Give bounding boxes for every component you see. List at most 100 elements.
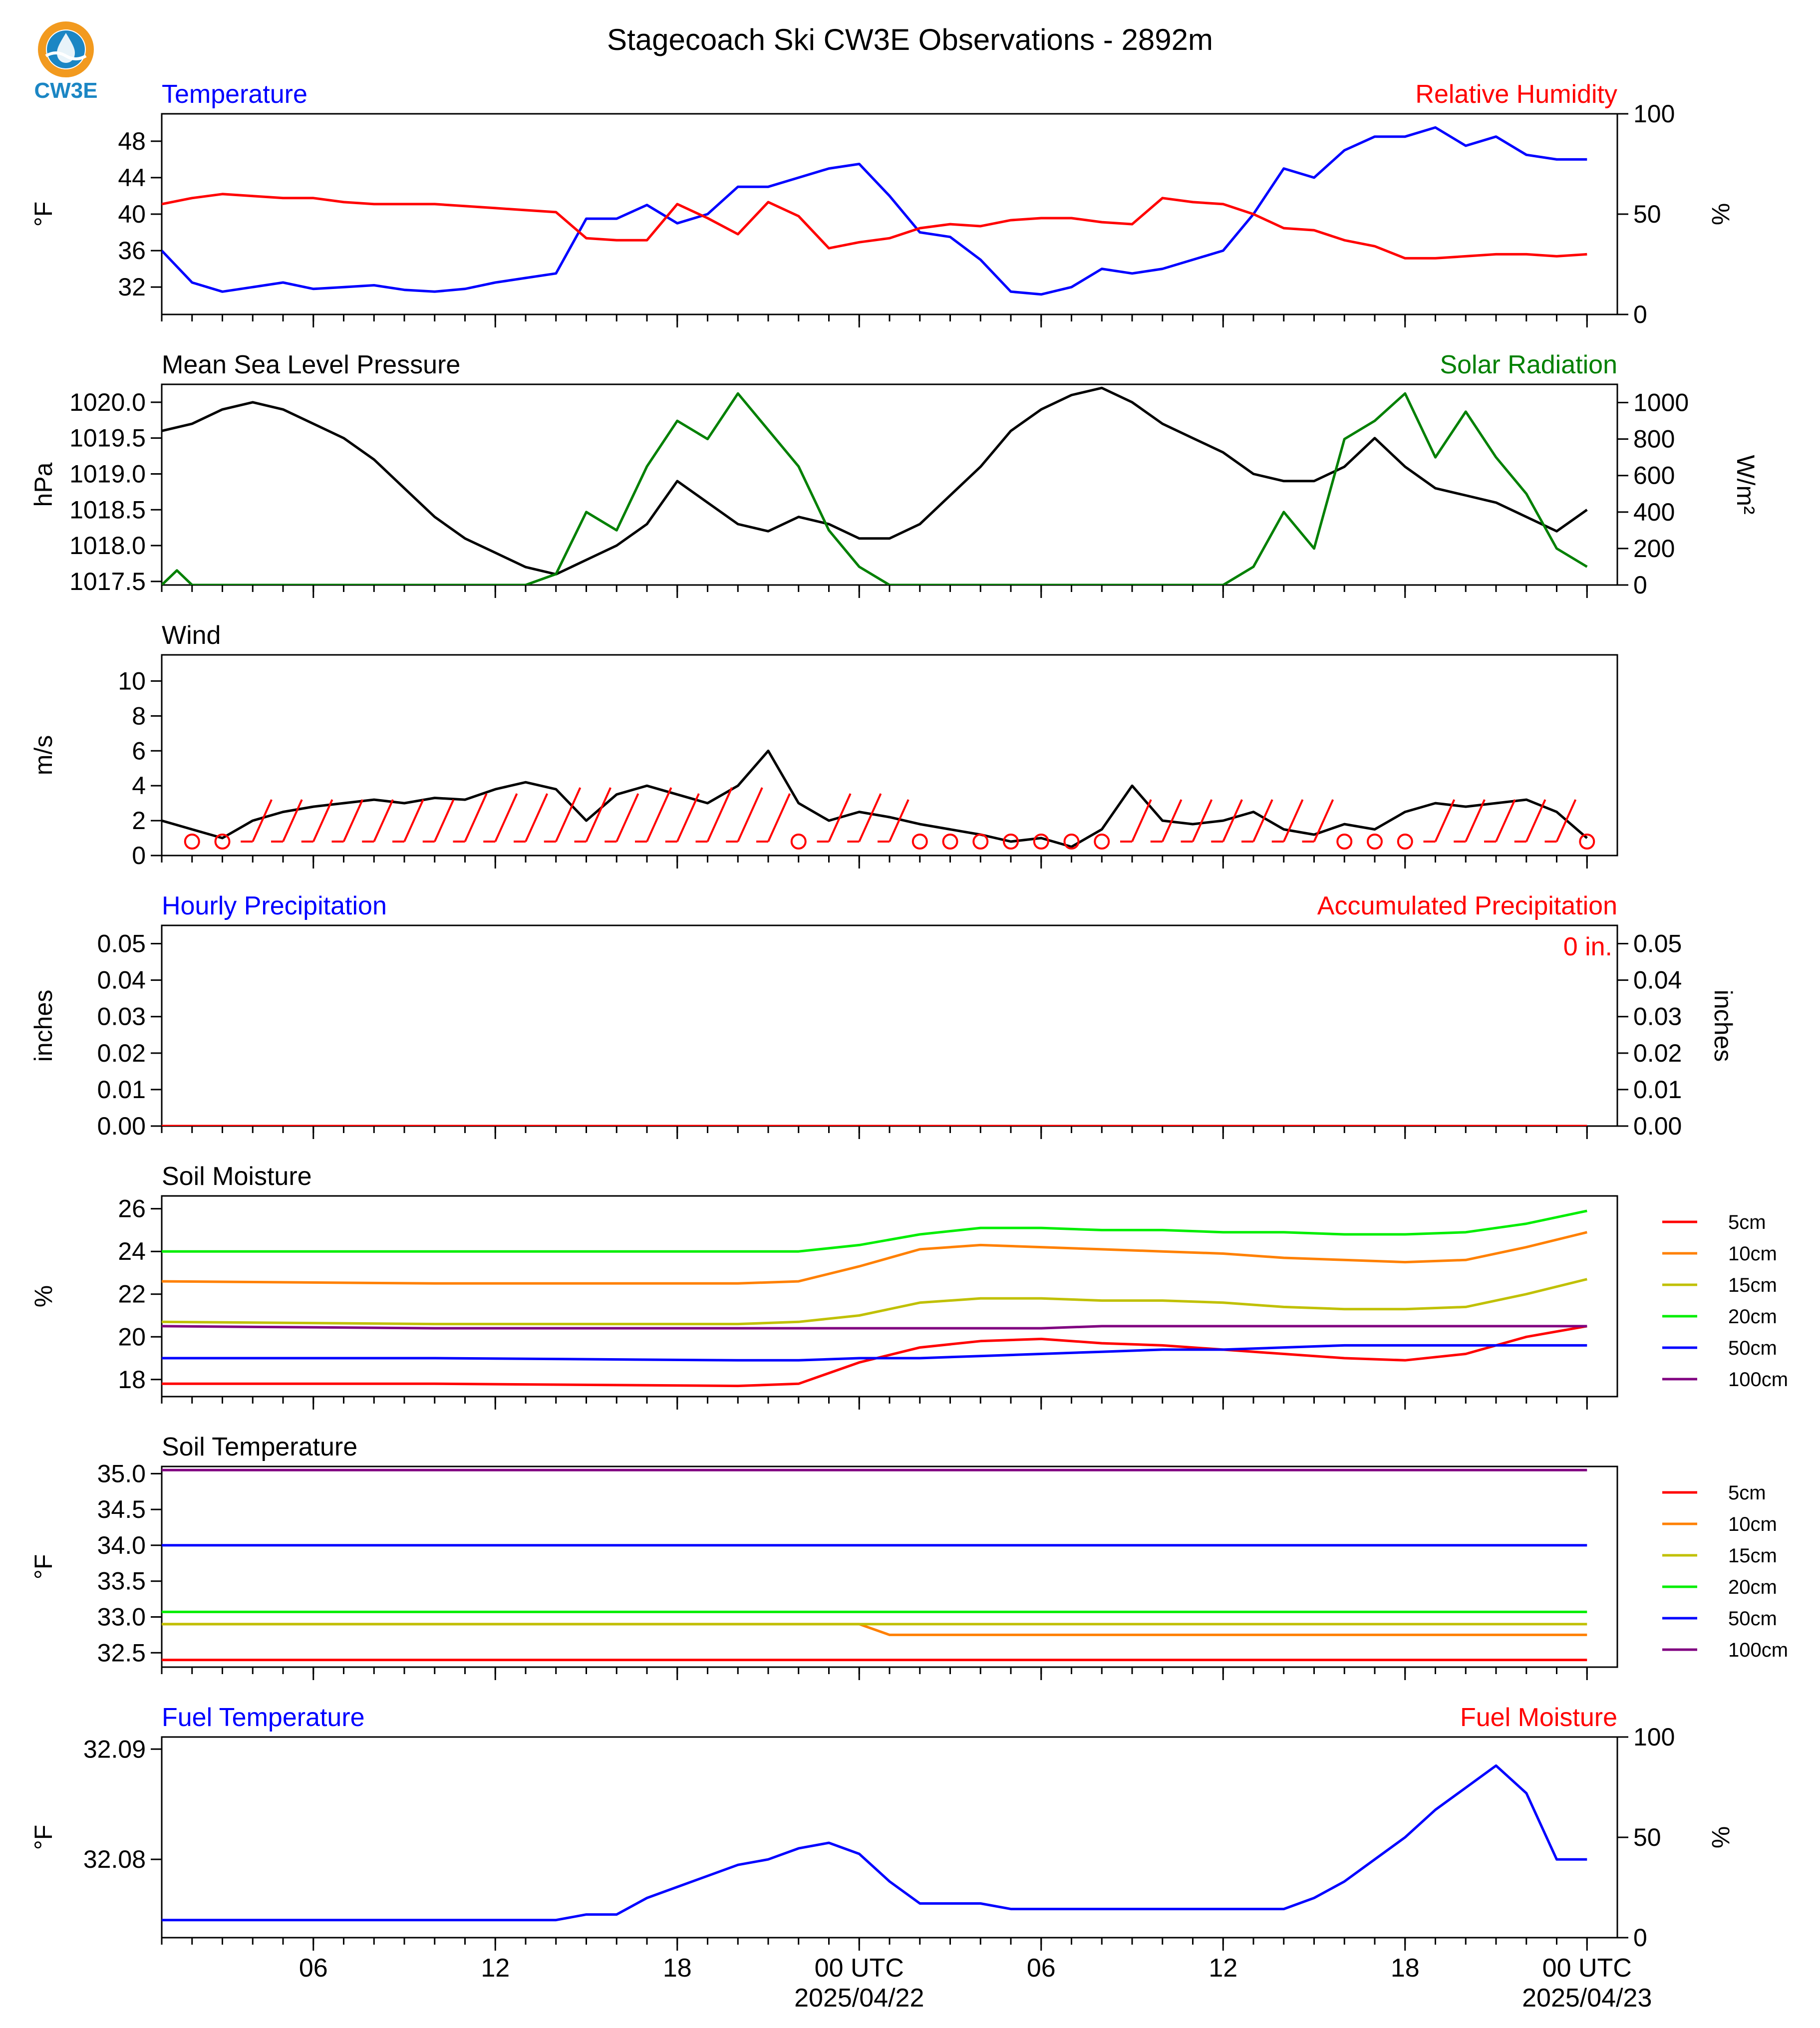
y-right-axis-label: %: [1707, 1826, 1735, 1848]
y-tick-label: 8: [132, 702, 146, 730]
y-right-tick-label: 0.04: [1633, 966, 1682, 994]
y-right-tick-label: 0: [1633, 300, 1647, 328]
y-right-axis-label: W/m²: [1732, 455, 1760, 514]
legend-label: 5cm: [1728, 1482, 1766, 1504]
panel-title-left: Soil Temperature: [162, 1433, 357, 1461]
y-tick-label: 0.00: [97, 1112, 146, 1140]
calm-wind-marker: [214, 834, 231, 850]
wind-barb: [585, 787, 611, 842]
plot-frame: [161, 924, 1618, 1127]
y-tick-label: 22: [118, 1280, 146, 1308]
plot-frame: [161, 113, 1618, 315]
y-tick-label: 1018.0: [69, 532, 146, 560]
wind-barb: [1131, 799, 1152, 842]
wind-barb: [1282, 799, 1304, 842]
wind-barb: [464, 793, 488, 842]
x-tick-label: 00 UTC: [1542, 1954, 1632, 1983]
panel-title-left: Mean Sea Level Pressure: [162, 350, 460, 379]
panel-title-left: Hourly Precipitation: [162, 891, 387, 920]
y-tick-label: 34.0: [97, 1531, 146, 1559]
calm-wind-marker: [911, 834, 928, 850]
x-tick-label: 12: [1209, 1954, 1237, 1983]
y-tick-label: 33.5: [97, 1567, 146, 1595]
plot-frame: [161, 1195, 1618, 1398]
series-line: [162, 1623, 1587, 1636]
y-axis-label: hPa: [29, 462, 57, 507]
y-tick-label: 44: [118, 164, 146, 192]
series-line: [162, 1344, 1587, 1362]
figure-title: Stagecoach Ski CW3E Observations - 2892m: [607, 23, 1213, 56]
calm-wind-marker: [1063, 834, 1080, 850]
legend-label: 100cm: [1728, 1639, 1788, 1661]
calm-wind-marker: [1094, 834, 1110, 850]
y-tick-label: 32.5: [97, 1639, 146, 1667]
panel-wind: Wind 0 2 4 6 8 10 m/s: [29, 621, 1618, 869]
wind-barb: [737, 787, 763, 842]
wind-barb: [525, 793, 549, 842]
y-axis-label: °F: [29, 1825, 57, 1850]
series-line: [162, 1278, 1587, 1326]
calm-wind-marker: [942, 834, 958, 850]
legend-label: 50cm: [1728, 1337, 1777, 1359]
series-line: [162, 386, 1588, 576]
wind-barb: [615, 793, 639, 842]
wind-barb: [1313, 799, 1334, 842]
series-line: [162, 1325, 1587, 1388]
legend-label: 10cm: [1728, 1243, 1777, 1265]
logo-text: CW3E: [34, 78, 97, 103]
series-line: [162, 126, 1587, 296]
wind-barb: [1525, 799, 1546, 842]
wind-barb: [889, 799, 910, 842]
legend-label: 5cm: [1728, 1211, 1766, 1233]
wind-barb: [252, 799, 273, 842]
wind-barb: [1555, 799, 1577, 842]
y-right-tick-label: 0.00: [1633, 1112, 1682, 1140]
series-group: [162, 1209, 1587, 1388]
y-axis-label: inches: [29, 990, 57, 1062]
y-right-tick-label: 0.02: [1633, 1039, 1682, 1067]
wind-barbs: [184, 787, 1595, 850]
panel-temperature_rh: Temperature Relative Humidity 32 36 40 44 48 °F…: [29, 80, 1735, 328]
y-axis-label: °F: [29, 1554, 57, 1580]
calm-wind-marker: [1397, 834, 1413, 850]
y-tick-label: 0.03: [97, 1003, 146, 1031]
wind-barb: [373, 799, 394, 842]
y-tick-label: 32.09: [83, 1735, 146, 1763]
series-line: [162, 392, 1588, 585]
series-line: [162, 193, 1587, 260]
calm-wind-marker: [184, 834, 200, 850]
y-right-tick-label: 0.03: [1633, 1003, 1682, 1031]
wind-barb: [828, 793, 852, 842]
logo-wave-icon: [45, 51, 87, 60]
y-right-tick-label: 100: [1633, 100, 1675, 128]
y-right-axis-label: inches: [1709, 990, 1737, 1062]
panel-title-right: Fuel Moisture: [1460, 1703, 1617, 1732]
y-right-tick-label: 0.05: [1633, 930, 1682, 958]
wind-barb: [646, 787, 672, 842]
wind-barb: [342, 799, 364, 842]
calm-wind-marker: [790, 834, 807, 850]
y-tick-label: 33.0: [97, 1603, 146, 1631]
wind-barb: [676, 793, 700, 842]
wind-barb: [1252, 799, 1273, 842]
panel-title-right: Accumulated Precipitation: [1317, 891, 1617, 920]
y-right-tick-label: 0: [1633, 1924, 1647, 1952]
y-tick-label: 34.5: [97, 1495, 146, 1523]
calm-wind-marker: [1367, 834, 1383, 850]
x-tick-date-label: 2025/04/23: [1522, 1984, 1652, 2013]
panel-title-right: Relative Humidity: [1415, 80, 1617, 109]
panel-title-right: Solar Radiation: [1440, 350, 1617, 379]
series-line: [162, 749, 1588, 848]
x-tick-label: 06: [299, 1954, 328, 1983]
y-right-tick-label: 1000: [1633, 389, 1689, 417]
legend-label: 20cm: [1728, 1306, 1777, 1328]
y-tick-label: 26: [118, 1195, 146, 1223]
y-tick-label: 32.08: [83, 1845, 146, 1873]
legend-label: 100cm: [1728, 1369, 1788, 1391]
y-right-tick-label: 0: [1633, 571, 1647, 599]
y-tick-label: 18: [118, 1366, 146, 1394]
y-right-tick-label: 50: [1633, 200, 1661, 228]
wind-barb: [555, 787, 582, 842]
x-tick-label: 06: [1027, 1954, 1056, 1983]
